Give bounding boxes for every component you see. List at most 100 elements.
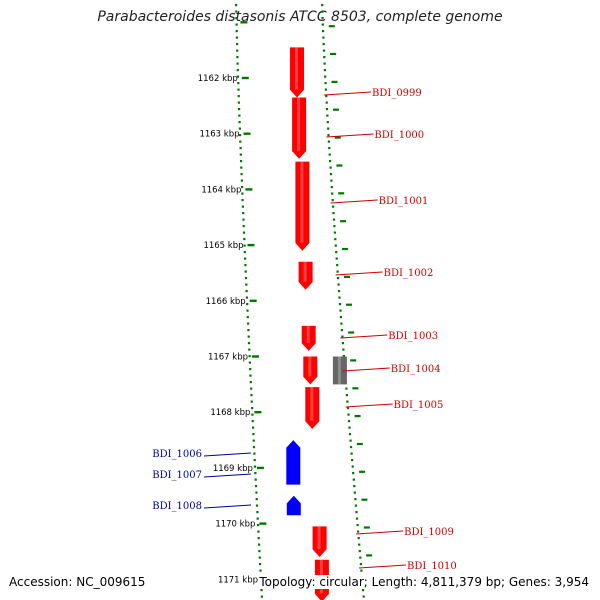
gene-label-bdi-1007[interactable]: BDI_1007	[152, 470, 202, 481]
guide-dot-inner	[237, 95, 240, 98]
leader-line	[203, 504, 252, 509]
outer-tick	[359, 470, 366, 473]
guide-dot-inner	[235, 23, 238, 26]
outer-tick	[361, 498, 368, 501]
gene-arrow-bdi-1000[interactable]	[292, 97, 307, 159]
guide-dot-inner	[238, 114, 241, 117]
guide-dot-inner	[257, 530, 260, 533]
tick-label: 1169 kbp	[213, 464, 253, 474]
guide-dot-inner	[236, 69, 239, 72]
gene-label-bdi-0999[interactable]: BDI_0999	[372, 88, 422, 99]
guide-dot-inner	[236, 75, 240, 78]
tick-label: 1163 kbp	[199, 130, 239, 140]
guide-dot-outer	[350, 446, 353, 449]
accession-label: Accession: NC_009615	[9, 575, 146, 589]
gene-arrow-bdi-1001[interactable]	[295, 161, 310, 251]
guide-dot-outer	[339, 316, 342, 319]
guide-dot-inner	[237, 82, 240, 85]
guide-dot-outer	[352, 478, 355, 481]
guide-dot-outer	[325, 101, 328, 104]
leader-line	[323, 91, 372, 96]
guide-dot-outer	[331, 192, 334, 195]
gene-label-bdi-1002[interactable]: BDI_1002	[384, 268, 434, 279]
major-tick	[240, 21, 248, 24]
guide-dot-inner	[245, 283, 248, 286]
gene-arrow-shine	[317, 526, 321, 549]
guide-dot-inner	[247, 335, 250, 338]
gene-label-bdi-1010[interactable]: BDI_1010	[407, 561, 457, 572]
gene-label-bdi-1000[interactable]: BDI_1000	[374, 130, 424, 141]
outer-tick	[366, 554, 373, 557]
major-tick	[245, 188, 253, 191]
guide-dot-outer	[352, 472, 355, 475]
guide-dot-outer	[355, 517, 359, 520]
gene-label-bdi-1004[interactable]: BDI_1004	[391, 364, 441, 375]
guide-dot-outer	[346, 400, 349, 403]
leader-line	[342, 367, 390, 372]
gene-arrow-bdi-0999[interactable]	[290, 47, 304, 98]
guide-dot-outer	[340, 322, 343, 325]
guide-dot-outer	[327, 127, 330, 130]
guide-dot-outer	[342, 348, 345, 351]
major-tick	[256, 466, 264, 470]
guide-dot-inner	[235, 17, 238, 20]
tick-label: 1171 kbp	[218, 575, 258, 585]
guide-dot-inner	[249, 368, 252, 371]
major-tick	[243, 132, 251, 135]
guide-dot-outer	[358, 550, 361, 553]
guide-dot-inner	[252, 439, 255, 442]
guide-dot-inner	[244, 257, 247, 260]
guide-dot-outer	[331, 199, 334, 202]
guide-dot-outer	[327, 134, 330, 137]
guide-dot-outer	[337, 277, 340, 280]
gene-arrow-bdi-1003[interactable]	[301, 325, 316, 351]
guide-dot-inner	[241, 199, 244, 202]
gene-label-bdi-1006[interactable]: BDI_1006	[152, 449, 202, 460]
gene-arrow-bdi-1005[interactable]	[305, 387, 320, 429]
outer-tick	[342, 247, 348, 251]
guide-dot-inner	[252, 426, 255, 429]
guide-dot-outer	[321, 23, 324, 26]
outer-tick	[363, 526, 370, 529]
guide-dot-outer	[356, 524, 359, 527]
guide-dot-inner	[254, 472, 257, 475]
gene-arrow-bdi-1004[interactable]	[303, 356, 318, 385]
tick-marks: 1162 kbp 1163 kbp 1164 kbp 1165 kbp 1166 kbp…	[198, 21, 375, 585]
guide-dot-outer	[351, 459, 354, 462]
guide-dot-inner	[250, 387, 253, 390]
guide-dot-inner	[237, 101, 240, 104]
guide-dot-inner	[255, 498, 258, 501]
other-feature-box	[332, 356, 347, 385]
tick-label: 1164 kbp	[201, 185, 241, 195]
guide-dot-inner	[253, 459, 256, 462]
guide-dot-inner	[240, 160, 243, 163]
guide-dot-inner	[250, 400, 253, 403]
gene-label-bdi-1005[interactable]: BDI_1005	[394, 400, 444, 411]
gene-arrow-bdi-1006[interactable]	[286, 440, 301, 485]
guide-dot-inner	[255, 491, 258, 494]
outer-tick	[328, 25, 335, 28]
guide-dot-inner	[245, 290, 248, 293]
guide-dot-outer	[362, 595, 365, 598]
gene-arrow-bdi-1009[interactable]	[312, 526, 327, 557]
guide-dot-inner	[239, 140, 242, 143]
guide-dot-outer	[329, 173, 333, 176]
gene-label-bdi-1008[interactable]: BDI_1008	[152, 501, 202, 512]
guide-dot-outer	[332, 205, 335, 208]
outer-tick	[334, 136, 341, 139]
guide-dot-outer	[333, 231, 336, 234]
guide-dot-inner	[235, 4, 238, 7]
genome-summary: Topology: circular; Length: 4,811,379 bp…	[259, 575, 589, 589]
dotted-guide-lines	[235, 4, 365, 598]
gene-arrow-bdi-1002[interactable]	[298, 261, 313, 290]
gene-label-bdi-1001[interactable]: BDI_1001	[379, 196, 429, 207]
gene-arrow-shine	[295, 47, 298, 90]
guide-dot-inner	[252, 433, 255, 436]
gene-arrow-bdi-1008[interactable]	[286, 495, 301, 516]
guide-dot-outer	[360, 569, 363, 572]
gene-label-bdi-1003[interactable]: BDI_1003	[388, 331, 438, 342]
guide-dot-inner	[259, 569, 262, 572]
guide-dot-outer	[325, 108, 329, 111]
gene-label-bdi-1009[interactable]: BDI_1009	[404, 527, 454, 538]
